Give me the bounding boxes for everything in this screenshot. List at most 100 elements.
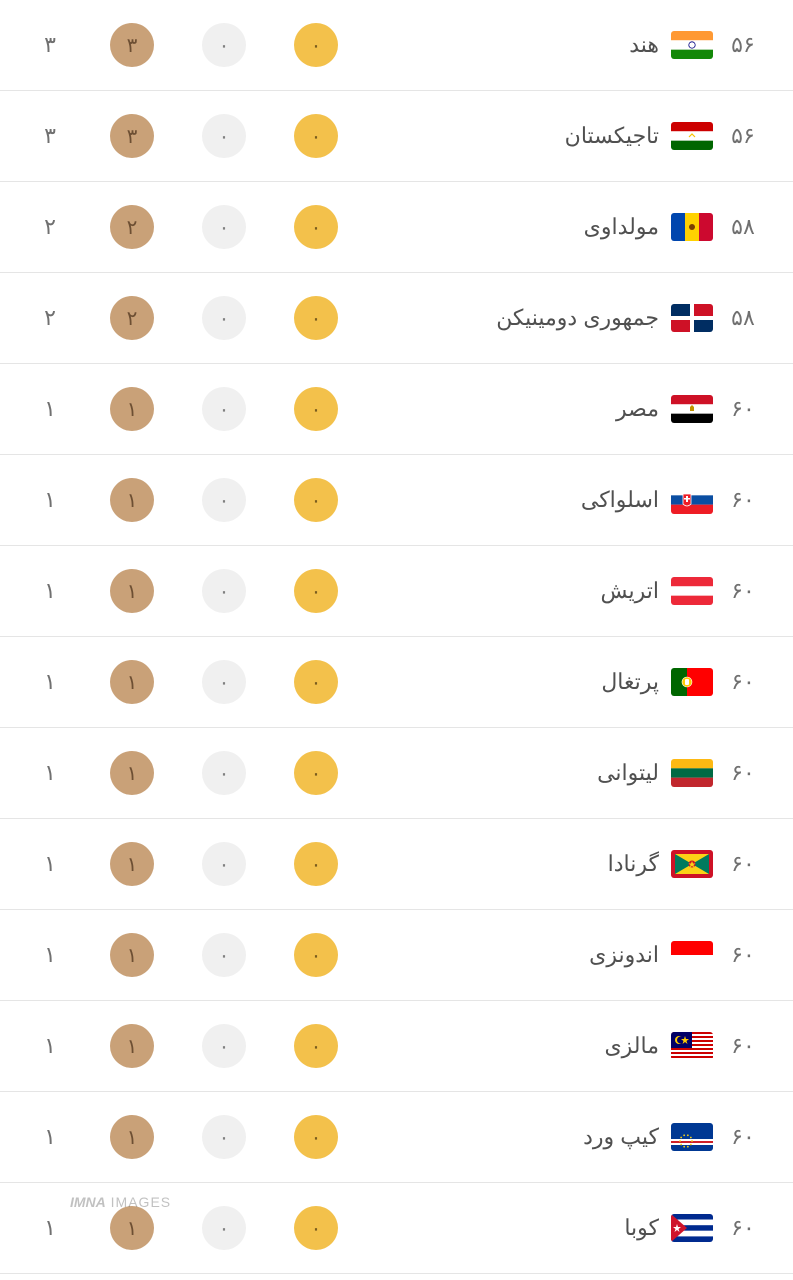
silver-medal: ۰: [202, 205, 246, 249]
medals-group: ۰ ۰ ۱: [110, 1115, 338, 1159]
flag-icon: [671, 1214, 713, 1242]
gold-medal: ۰: [294, 660, 338, 704]
silver-medal: ۰: [202, 478, 246, 522]
country-name: مصر: [338, 396, 663, 422]
medals-group: ۰ ۰ ۲: [110, 296, 338, 340]
flag-icon: [671, 1032, 713, 1060]
flag-icon: [671, 304, 713, 332]
rank-cell: ۶۰: [713, 1033, 773, 1059]
table-row: ۶۰ لیتوانی ۰ ۰ ۱ ۱: [0, 728, 793, 819]
silver-medal: ۰: [202, 387, 246, 431]
bronze-medal: ۳: [110, 114, 154, 158]
gold-medal: ۰: [294, 751, 338, 795]
bronze-medal: ۱: [110, 1115, 154, 1159]
silver-medal: ۰: [202, 569, 246, 613]
silver-medal: ۰: [202, 23, 246, 67]
medals-group: ۰ ۰ ۱: [110, 933, 338, 977]
table-row: ۵۶ تاجیکستان ۰ ۰ ۳ ۳: [0, 91, 793, 182]
country-name: لیتوانی: [338, 760, 663, 786]
flag-icon: [671, 668, 713, 696]
total-cell: ۲: [20, 214, 80, 240]
medals-group: ۰ ۰ ۱: [110, 1024, 338, 1068]
country-name: گرنادا: [338, 851, 663, 877]
rank-cell: ۶۰: [713, 578, 773, 604]
bronze-medal: ۱: [110, 569, 154, 613]
gold-medal: ۰: [294, 23, 338, 67]
silver-medal: ۰: [202, 1115, 246, 1159]
flag-icon: [671, 850, 713, 878]
medals-group: ۰ ۰ ۱: [110, 569, 338, 613]
total-cell: ۱: [20, 1215, 80, 1241]
country-name: مالزی: [338, 1033, 663, 1059]
medals-group: ۰ ۰ ۱: [110, 1206, 338, 1250]
total-cell: ۱: [20, 760, 80, 786]
flag-icon: [671, 486, 713, 514]
flag-icon: [671, 213, 713, 241]
rank-cell: ۵۸: [713, 305, 773, 331]
rank-cell: ۵۶: [713, 123, 773, 149]
rank-cell: ۶۰: [713, 1124, 773, 1150]
gold-medal: ۰: [294, 114, 338, 158]
gold-medal: ۰: [294, 1206, 338, 1250]
table-row: ۶۰ اتریش ۰ ۰ ۱ ۱: [0, 546, 793, 637]
country-name: پرتغال: [338, 669, 663, 695]
medals-group: ۰ ۰ ۳: [110, 23, 338, 67]
gold-medal: ۰: [294, 296, 338, 340]
table-row: ۵۸ جمهوری دومینیکن ۰ ۰ ۲ ۲: [0, 273, 793, 364]
table-row: ۶۰ پرتغال ۰ ۰ ۱ ۱: [0, 637, 793, 728]
table-row: ۶۰ اسلواکی ۰ ۰ ۱ ۱: [0, 455, 793, 546]
medals-group: ۰ ۰ ۱: [110, 387, 338, 431]
total-cell: ۱: [20, 1124, 80, 1150]
gold-medal: ۰: [294, 478, 338, 522]
table-row: ۶۰ اندونزی ۰ ۰ ۱ ۱: [0, 910, 793, 1001]
gold-medal: ۰: [294, 205, 338, 249]
silver-medal: ۰: [202, 296, 246, 340]
country-name: مولداوی: [338, 214, 663, 240]
bronze-medal: ۱: [110, 1206, 154, 1250]
flag-icon: [671, 1123, 713, 1151]
rank-cell: ۶۰: [713, 942, 773, 968]
total-cell: ۱: [20, 396, 80, 422]
rank-cell: ۶۰: [713, 487, 773, 513]
country-name: کوبا: [338, 1215, 663, 1241]
silver-medal: ۰: [202, 114, 246, 158]
silver-medal: ۰: [202, 842, 246, 886]
rank-cell: ۶۰: [713, 851, 773, 877]
gold-medal: ۰: [294, 933, 338, 977]
bronze-medal: ۱: [110, 478, 154, 522]
medal-table: ۵۶ هند ۰ ۰ ۳ ۳ ۵۶ تاجیکستان ۰ ۰ ۳ ۳ ۵۸ م…: [0, 0, 793, 1274]
country-name: کیپ ورد: [338, 1124, 663, 1150]
silver-medal: ۰: [202, 660, 246, 704]
rank-cell: ۵۶: [713, 32, 773, 58]
medals-group: ۰ ۰ ۱: [110, 478, 338, 522]
gold-medal: ۰: [294, 387, 338, 431]
table-row: ۶۰ مصر ۰ ۰ ۱ ۱: [0, 364, 793, 455]
bronze-medal: ۱: [110, 387, 154, 431]
rank-cell: ۶۰: [713, 760, 773, 786]
medals-group: ۰ ۰ ۱: [110, 842, 338, 886]
flag-icon: [671, 941, 713, 969]
silver-medal: ۰: [202, 933, 246, 977]
bronze-medal: ۲: [110, 296, 154, 340]
rank-cell: ۶۰: [713, 1215, 773, 1241]
bronze-medal: ۱: [110, 842, 154, 886]
total-cell: ۲: [20, 305, 80, 331]
bronze-medal: ۲: [110, 205, 154, 249]
total-cell: ۱: [20, 669, 80, 695]
flag-icon: [671, 759, 713, 787]
flag-icon: [671, 31, 713, 59]
table-row: ۶۰ گرنادا ۰ ۰ ۱ ۱: [0, 819, 793, 910]
total-cell: ۱: [20, 487, 80, 513]
medals-group: ۰ ۰ ۱: [110, 660, 338, 704]
table-row: ۶۰ مالزی ۰ ۰ ۱ ۱: [0, 1001, 793, 1092]
country-name: هند: [338, 32, 663, 58]
total-cell: ۱: [20, 851, 80, 877]
total-cell: ۳: [20, 123, 80, 149]
country-name: جمهوری دومینیکن: [338, 305, 663, 331]
gold-medal: ۰: [294, 569, 338, 613]
table-row: ۵۶ هند ۰ ۰ ۳ ۳: [0, 0, 793, 91]
total-cell: ۱: [20, 1033, 80, 1059]
flag-icon: [671, 395, 713, 423]
silver-medal: ۰: [202, 751, 246, 795]
bronze-medal: ۱: [110, 933, 154, 977]
